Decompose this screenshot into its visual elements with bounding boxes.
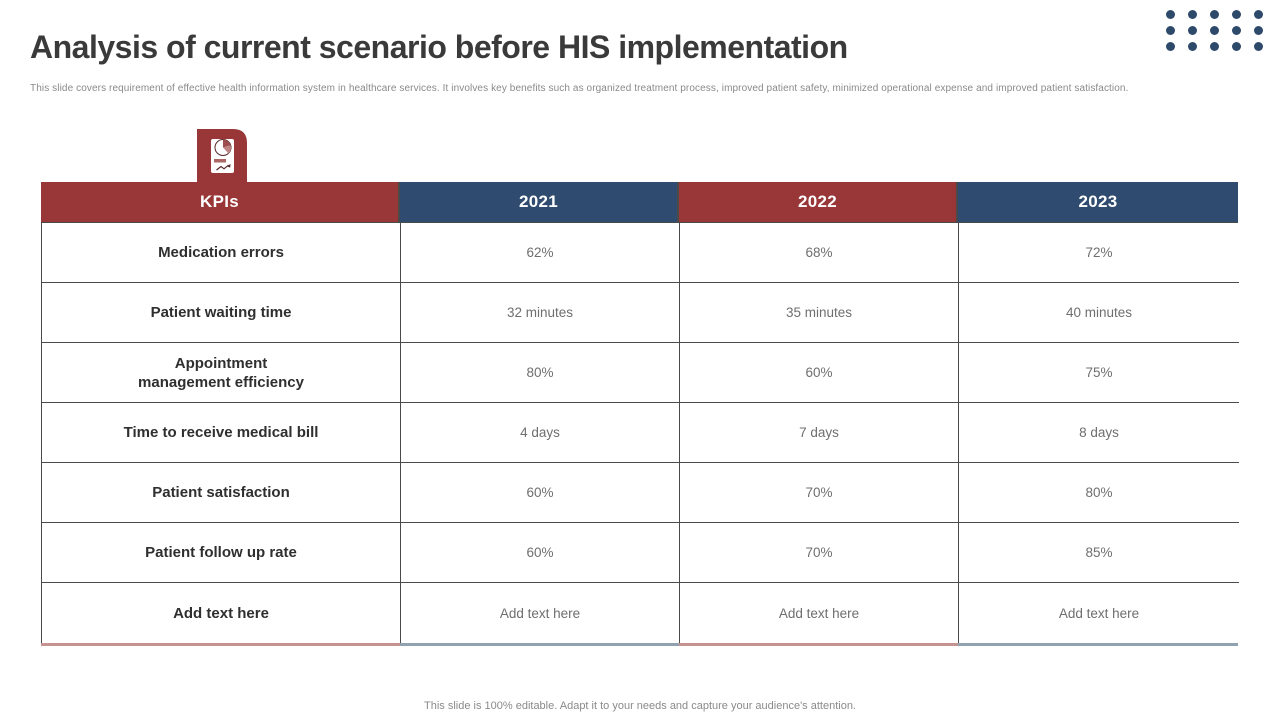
kpi-cell: Time to receive medical bill xyxy=(123,424,319,441)
col-header-kpis: KPIs xyxy=(41,182,400,222)
kpi-cell: Patient waiting time xyxy=(150,304,292,321)
accent-blue xyxy=(400,643,679,646)
kpi-cell: Appointment management efficiency xyxy=(138,354,304,391)
report-document-icon xyxy=(197,129,247,182)
value-cell: 60% xyxy=(526,545,554,560)
value-cell: 40 minutes xyxy=(1065,305,1133,320)
dot-icon xyxy=(1166,10,1175,19)
kpi-cell: Medication errors xyxy=(158,244,284,261)
accent-blue xyxy=(958,643,1238,646)
dot-icon xyxy=(1232,26,1241,35)
kpi-cell: Patient satisfaction xyxy=(152,484,290,501)
table-bottom-accent xyxy=(41,643,1238,646)
table-header-row: KPIs 2021 2022 2023 xyxy=(41,182,1238,222)
kpi-table: KPIs 2021 2022 2023 Medication errors 62… xyxy=(41,182,1239,646)
dot-icon xyxy=(1232,10,1241,19)
dot-icon xyxy=(1210,26,1219,35)
dot-icon xyxy=(1254,42,1263,51)
value-placeholder-cell[interactable]: Add text here xyxy=(499,605,581,621)
kpi-cell: Patient follow up rate xyxy=(145,544,297,561)
dot-icon xyxy=(1188,26,1197,35)
col-header-2021: 2021 xyxy=(400,182,679,222)
value-cell: 75% xyxy=(1085,365,1113,380)
dot-icon xyxy=(1232,42,1241,51)
table-row: Patient follow up rate 60% 70% 85% xyxy=(42,523,1239,583)
page-title: Analysis of current scenario before HIS … xyxy=(30,29,848,65)
dot-icon xyxy=(1188,10,1197,19)
table-body: Medication errors 62% 68% 72% Patient wa… xyxy=(41,222,1239,643)
table-row: Appointment management efficiency 80% 60… xyxy=(42,343,1239,403)
value-cell: 62% xyxy=(526,245,554,260)
dot-icon xyxy=(1254,10,1263,19)
value-placeholder-cell[interactable]: Add text here xyxy=(778,605,860,621)
value-cell: 4 days xyxy=(520,425,560,440)
slide-subtitle: This slide covers requirement of effecti… xyxy=(30,83,1129,94)
value-cell: 68% xyxy=(805,245,833,260)
col-header-2023: 2023 xyxy=(958,182,1238,222)
value-placeholder-cell[interactable]: Add text here xyxy=(1058,605,1140,621)
accent-red xyxy=(679,643,958,646)
value-cell: 7 days xyxy=(799,425,839,440)
dot-icon xyxy=(1210,42,1219,51)
value-cell: 32 minutes xyxy=(506,305,574,320)
dot-icon xyxy=(1166,42,1175,51)
dots-pattern-icon xyxy=(1166,10,1263,51)
value-cell: 35 minutes xyxy=(785,305,853,320)
value-cell: 72% xyxy=(1085,245,1113,260)
footer-note: This slide is 100% editable. Adapt it to… xyxy=(424,700,856,712)
value-cell: 70% xyxy=(805,485,833,500)
table-row: Patient waiting time 32 minutes 35 minut… xyxy=(42,283,1239,343)
value-cell: 85% xyxy=(1085,545,1113,560)
table-row: Medication errors 62% 68% 72% xyxy=(42,223,1239,283)
table-row: Time to receive medical bill 4 days 7 da… xyxy=(42,403,1239,463)
table-row: Patient satisfaction 60% 70% 80% xyxy=(42,463,1239,523)
value-cell: 60% xyxy=(526,485,554,500)
table-row: Add text here Add text here Add text her… xyxy=(42,583,1239,643)
dot-icon xyxy=(1188,42,1197,51)
dot-icon xyxy=(1254,26,1263,35)
value-cell: 80% xyxy=(1085,485,1113,500)
dot-icon xyxy=(1210,10,1219,19)
value-cell: 70% xyxy=(805,545,833,560)
kpi-placeholder-cell[interactable]: Add text here xyxy=(173,604,269,622)
value-cell: 80% xyxy=(526,365,554,380)
value-cell: 60% xyxy=(805,365,833,380)
value-cell: 8 days xyxy=(1079,425,1119,440)
col-header-2022: 2022 xyxy=(679,182,958,222)
dot-icon xyxy=(1166,26,1175,35)
accent-red xyxy=(41,643,400,646)
